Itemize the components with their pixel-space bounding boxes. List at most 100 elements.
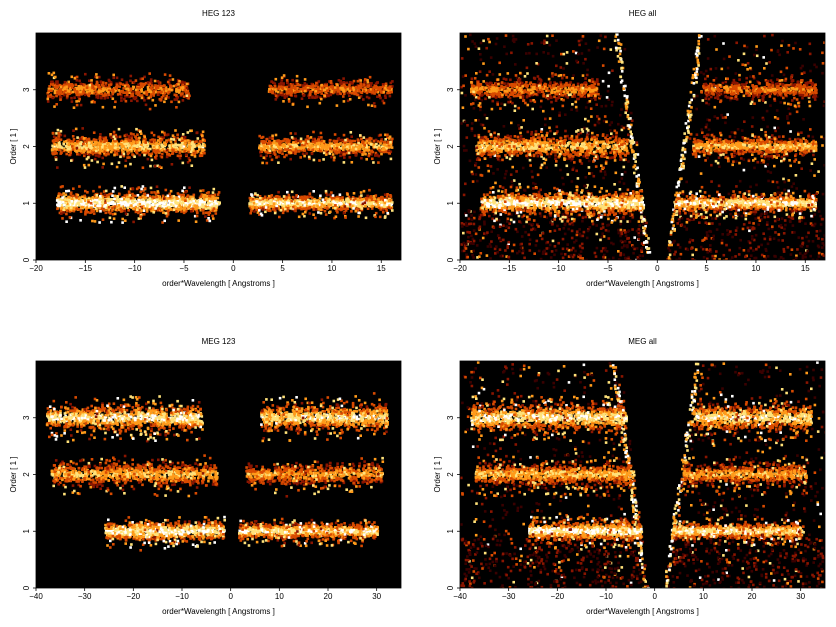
heg-123-band-pixel xyxy=(348,156,352,159)
heg-123-band-pixel xyxy=(291,195,295,199)
heg-123-halo-pixel xyxy=(266,203,270,207)
heg-123-band-pixel xyxy=(333,201,337,205)
heg-123-halo-pixel xyxy=(138,136,141,140)
heg-123-band-pixel xyxy=(152,90,155,93)
heg-123-band-pixel xyxy=(323,206,327,209)
heg-123-band-pixel xyxy=(385,195,389,198)
heg-123-band-pixel xyxy=(143,193,146,197)
heg-123-halo-pixel xyxy=(168,195,172,199)
heg-123-band-pixel xyxy=(93,147,97,151)
heg-123-band-pixel xyxy=(162,94,165,97)
heg-123-band-pixel xyxy=(370,143,373,146)
heg-123-band-pixel xyxy=(195,207,199,210)
heg-123-band-pixel xyxy=(289,83,293,86)
heg-123-band-pixel xyxy=(319,149,322,153)
heg-123-band-pixel xyxy=(81,205,85,208)
heg-123-band-pixel xyxy=(366,197,370,200)
heg-123-band-pixel xyxy=(122,197,125,201)
heg-123-halo-pixel xyxy=(55,94,58,98)
heg-123-band-pixel xyxy=(59,133,63,137)
heg-123-halo-pixel xyxy=(384,138,387,141)
heg-123-band-pixel xyxy=(303,204,306,207)
heg-123-band-pixel xyxy=(285,90,289,94)
heg-123-halo-pixel xyxy=(95,76,99,79)
heg-123-halo-pixel xyxy=(284,207,287,211)
heg-123-band-pixel xyxy=(176,143,180,147)
heg-123-halo-pixel xyxy=(321,198,325,201)
heg-123-halo-pixel xyxy=(315,200,318,204)
heg-123-halo-pixel xyxy=(92,87,96,91)
heg-123-halo-pixel xyxy=(124,164,127,168)
heg-123-band-pixel xyxy=(371,204,375,208)
heg-123-band-pixel xyxy=(88,79,91,82)
heg-123-band-pixel xyxy=(74,83,78,87)
heg-123-halo-pixel xyxy=(202,193,205,197)
heg-123-band-pixel xyxy=(355,207,358,210)
heg-123-band-pixel xyxy=(167,206,171,209)
heg-123-band-pixel xyxy=(184,153,188,156)
heg-123-band-pixel xyxy=(175,210,178,213)
heg-123-halo-pixel xyxy=(319,211,323,215)
heg-123-band-pixel xyxy=(134,96,138,99)
heg-123-band-pixel xyxy=(213,193,217,197)
heg-123-halo-pixel xyxy=(388,137,391,140)
heg-123-halo-pixel xyxy=(289,132,293,135)
heg-123-band-pixel xyxy=(362,98,365,101)
heg-123-band-pixel xyxy=(127,144,130,148)
heg-123-band-pixel xyxy=(111,88,115,91)
heg-123-band-pixel xyxy=(98,86,102,90)
heg-123-band-pixel xyxy=(59,202,62,206)
heg-123-halo-pixel xyxy=(88,83,92,87)
heg-123-band-pixel xyxy=(131,153,134,156)
heg-123-halo-pixel xyxy=(62,209,65,212)
heg-123-band-pixel xyxy=(263,202,266,206)
heg-123-band-pixel xyxy=(168,146,172,150)
heg-123-halo-pixel xyxy=(203,143,206,147)
heg-123-band-pixel xyxy=(129,88,133,92)
heg-123-halo-pixel xyxy=(278,143,282,146)
heg-123-band-pixel xyxy=(94,146,97,149)
heg-123-band-pixel xyxy=(336,197,340,201)
heg-123-band-pixel xyxy=(161,88,164,91)
heg-123-band-pixel xyxy=(59,197,63,201)
heg-123-band-pixel xyxy=(73,96,76,99)
heg-123-band-pixel xyxy=(362,147,365,150)
heg-123-band-pixel xyxy=(154,192,158,196)
heg-123-band-pixel xyxy=(71,84,75,87)
heg-123-band-pixel xyxy=(75,79,79,82)
heg-123-halo-pixel xyxy=(178,80,181,83)
heg-123-halo-pixel xyxy=(59,98,62,101)
heg-123-band-pixel xyxy=(125,94,129,98)
heg-123-band-pixel xyxy=(368,188,371,192)
heg-123-halo-pixel xyxy=(292,141,295,144)
heg-123-band-pixel xyxy=(50,89,53,93)
heg-123-band-pixel xyxy=(56,145,60,149)
heg-123-halo-pixel xyxy=(73,77,77,80)
heg-123-halo-pixel xyxy=(161,221,164,224)
heg-123-band-pixel xyxy=(163,141,166,144)
heg-123-band-pixel xyxy=(286,138,290,141)
heg-123-band-pixel xyxy=(86,191,89,194)
heg-123-band-pixel xyxy=(92,92,95,95)
heg-123-band-pixel xyxy=(149,139,152,142)
heg-123-band-pixel xyxy=(332,145,335,148)
heg-123-band-pixel xyxy=(211,206,214,209)
heg-123-halo-pixel xyxy=(352,192,356,195)
heg-123-band-pixel xyxy=(361,87,365,91)
heg-123-band-pixel xyxy=(156,198,159,202)
heg-123-band-pixel xyxy=(167,199,171,203)
heg-123-band-pixel xyxy=(122,200,126,204)
heg-123-band-pixel xyxy=(96,145,99,149)
heg-123-band-pixel xyxy=(122,154,126,158)
heg-123-halo-pixel xyxy=(70,75,74,79)
heg-123-halo-pixel xyxy=(113,137,117,141)
heg-123-halo-pixel xyxy=(311,148,315,152)
heg-123-band-pixel xyxy=(126,148,130,152)
heg-123-band-pixel xyxy=(368,199,372,202)
heg-123-halo-pixel xyxy=(149,154,153,158)
heg-123-halo-pixel xyxy=(177,219,180,222)
heg-123-band-pixel xyxy=(198,148,201,151)
heg-123-band-pixel xyxy=(268,139,271,143)
heg-123-band-pixel xyxy=(323,146,326,149)
heg-123-band-pixel xyxy=(111,141,115,145)
